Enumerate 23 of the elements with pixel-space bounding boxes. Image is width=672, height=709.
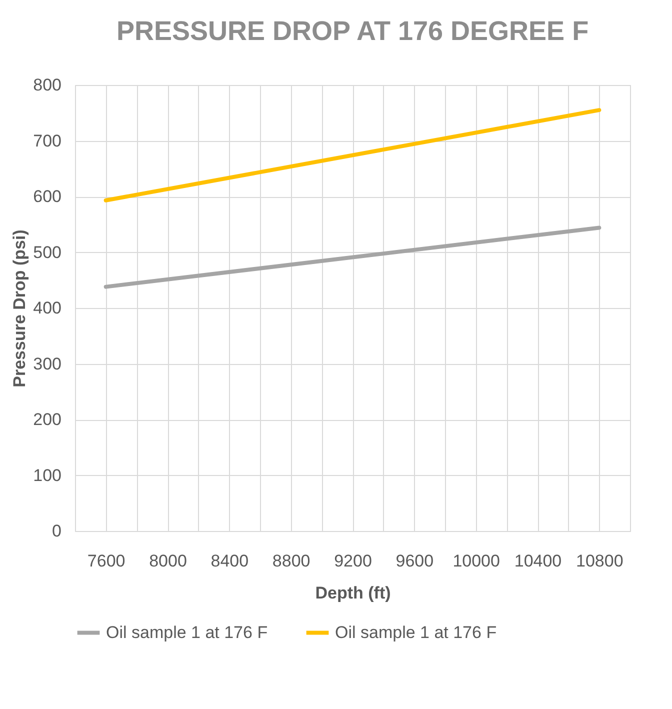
x-tick-label: 9200	[334, 552, 372, 570]
y-tick-label: 700	[33, 131, 62, 150]
x-tick-label: 10400	[514, 552, 562, 570]
y-tick-label: 600	[33, 187, 62, 206]
legend-label: Oil sample 1 at 176 F	[335, 622, 497, 642]
x-tick-label: 8800	[272, 552, 310, 570]
x-tick-label: 10000	[452, 552, 500, 570]
x-tick-label: 7600	[87, 552, 126, 570]
x-tick-label: 10800	[576, 552, 624, 570]
legend-label: Oil sample 1 at 176 F	[106, 622, 268, 642]
x-tick-label: 8400	[210, 552, 249, 570]
chart-title: PRESSURE DROP AT 176 DEGREE F	[116, 16, 589, 46]
y-axis-title: Pressure Drop (psi)	[10, 230, 30, 388]
y-tick-label: 100	[33, 466, 62, 485]
y-tick-label: 200	[33, 410, 62, 429]
x-tick-label: 8000	[149, 552, 187, 570]
y-tick-label: 300	[33, 354, 62, 374]
x-axis-title: Depth (ft)	[315, 584, 391, 602]
y-tick-label: 500	[33, 242, 62, 262]
y-tick-label: 0	[52, 522, 62, 540]
y-tick-label: 800	[33, 76, 62, 94]
x-tick-label: 9600	[396, 552, 434, 570]
y-tick-label: 400	[33, 298, 62, 318]
